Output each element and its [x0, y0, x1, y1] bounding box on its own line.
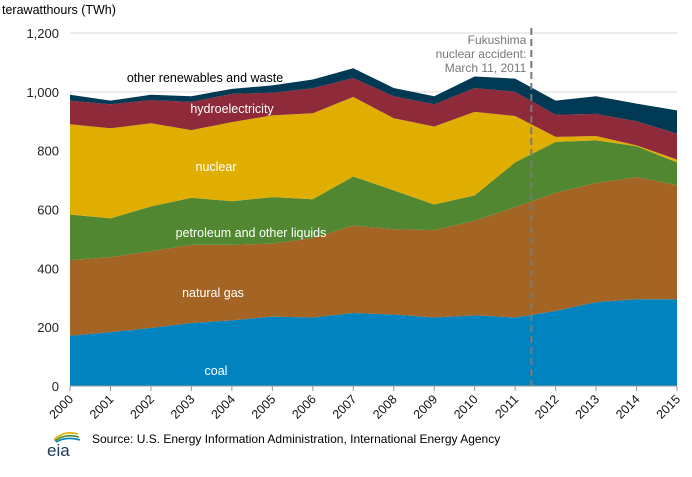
x-tick-label: 2009 [411, 392, 441, 422]
y-axis-ticks: 0 200 400 600 800 1,000 1,200 [26, 26, 59, 394]
y-tick-label: 800 [37, 144, 59, 159]
x-tick-label: 2002 [127, 392, 157, 422]
x-tick-label: 2010 [451, 392, 481, 422]
y-tick-label: 600 [37, 203, 59, 218]
x-tick-label: 2000 [47, 392, 77, 422]
x-tick-label: 2015 [654, 392, 684, 422]
area-coal [70, 299, 677, 386]
x-axis: 2000 2001 2002 2003 2004 2005 2006 2007 2008 2009… [47, 385, 684, 422]
annotation-text: Fukushima [468, 33, 527, 47]
series-label-petroleum-and-other-liquids: petroleum and other liquids [176, 226, 327, 240]
annotation-text: March 11, 2011 [445, 61, 527, 75]
source-note: Source: U.S. Energy Information Administ… [92, 432, 501, 446]
area-series [70, 68, 677, 386]
x-tick-label: 2006 [289, 392, 319, 422]
area-nuclear [70, 96, 677, 219]
series-label-hydroelectricity: hydroelectricity [190, 102, 274, 116]
y-tick-label: 1,200 [26, 26, 59, 41]
y-tick-label: 0 [52, 379, 59, 394]
eia-logo-icon: eia [47, 432, 81, 458]
y-tick-label: 1,000 [26, 85, 59, 100]
x-tick-label: 2008 [370, 392, 400, 422]
annotation-text: nuclear accident: [436, 47, 527, 61]
x-tick-label: 2005 [249, 392, 279, 422]
x-tick-label: 2007 [330, 392, 360, 422]
x-tick-label: 2001 [87, 392, 117, 422]
x-tick-label: 2004 [208, 392, 238, 422]
series-label-coal: coal [205, 364, 228, 378]
y-tick-label: 200 [37, 320, 59, 335]
y-axis-title: terawatthours (TWh) [2, 3, 116, 17]
series-label-other-renewables-and-waste: other renewables and waste [127, 71, 283, 85]
x-tick-label: 2012 [532, 392, 562, 422]
eia-logo-text: eia [47, 441, 70, 458]
series-labels: coal natural gas petroleum and other liqui… [127, 71, 327, 378]
area-natural-gas [70, 177, 677, 336]
area-other-renewables-and-waste [70, 68, 677, 134]
x-tick-label: 2014 [613, 392, 643, 422]
x-tick-label: 2013 [573, 392, 603, 422]
area-hydroelectricity [70, 78, 677, 160]
x-tick-label: 2011 [492, 392, 521, 421]
area-petroleum-and-other-liquids [70, 140, 677, 261]
series-label-natural-gas: natural gas [182, 286, 244, 300]
series-label-nuclear: nuclear [196, 160, 237, 174]
y-tick-label: 400 [37, 261, 59, 276]
x-tick-label: 2003 [168, 392, 198, 422]
